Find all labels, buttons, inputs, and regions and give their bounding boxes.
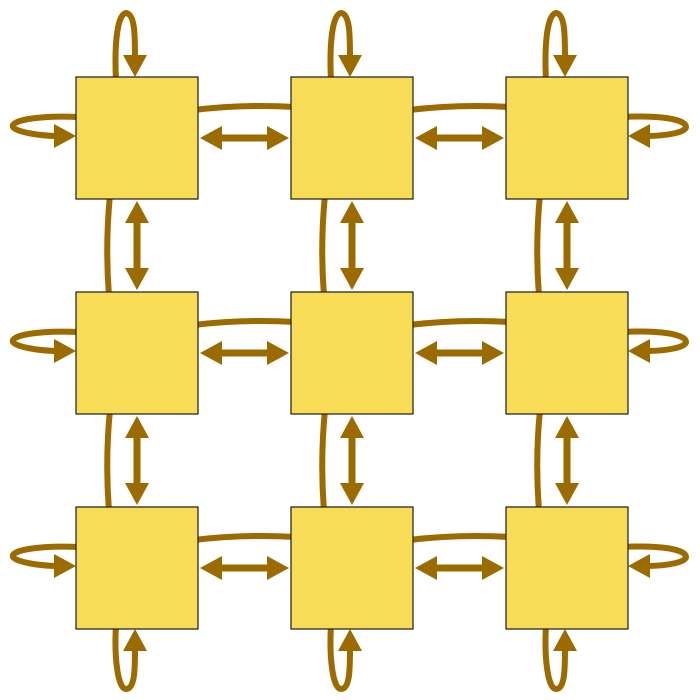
h-backline-r3-c2 xyxy=(406,533,513,543)
node-1-3 xyxy=(505,76,629,200)
left-wrap-arrowhead-r3 xyxy=(54,554,76,578)
h-backline-r2-c1 xyxy=(191,318,298,328)
h-arrowhead-right-r1-c1 xyxy=(267,126,289,150)
h-arrowhead-right-r3-c2 xyxy=(482,556,504,580)
h-arrowhead-left-r2-c2 xyxy=(415,341,437,365)
v-backline-r1-c2 xyxy=(319,192,328,299)
v-backline-r1-c3 xyxy=(534,192,543,299)
v-backline-r2-c2 xyxy=(319,407,328,514)
node-2-3 xyxy=(505,291,629,415)
right-wrap-loop-r2 xyxy=(621,328,689,354)
top-wrap-arrowhead-c1 xyxy=(123,55,147,77)
bottom-wrap-loop-c2 xyxy=(327,622,353,692)
left-wrap-loop-r2 xyxy=(9,328,83,354)
top-wrap-arrowhead-c2 xyxy=(338,55,362,77)
node-3-2 xyxy=(290,506,414,630)
v-arrowhead-down-r2-c1 xyxy=(125,483,149,505)
h-backline-r2-c2 xyxy=(406,318,513,328)
h-arrowhead-right-r2-c2 xyxy=(482,341,504,365)
v-arrowhead-down-r1-c1 xyxy=(125,268,149,290)
h-arrowhead-right-r1-c2 xyxy=(482,126,504,150)
right-wrap-arrowhead-r1 xyxy=(628,124,650,148)
v-arrowhead-up-r1-c2 xyxy=(340,201,364,223)
v-backline-r2-c1 xyxy=(104,407,113,514)
v-arrowhead-down-r2-c3 xyxy=(555,483,579,505)
left-wrap-arrowhead-r1 xyxy=(54,124,76,148)
top-wrap-loop-c2 xyxy=(327,10,353,84)
left-wrap-loop-r3 xyxy=(9,543,83,569)
h-backline-r1-c2 xyxy=(406,103,513,113)
node-3-1 xyxy=(75,506,199,630)
left-wrap-arrowhead-r2 xyxy=(54,339,76,363)
bottom-wrap-loop-c3 xyxy=(542,622,568,692)
node-1-1 xyxy=(75,76,199,200)
h-arrowhead-right-r3-c1 xyxy=(267,556,289,580)
h-backline-r3-c1 xyxy=(191,533,298,543)
v-arrowhead-up-r2-c1 xyxy=(125,416,149,438)
top-wrap-loop-c1 xyxy=(112,10,138,84)
v-backline-r1-c1 xyxy=(104,192,113,299)
v-backline-r2-c3 xyxy=(534,407,543,514)
v-arrowhead-down-r1-c2 xyxy=(340,268,364,290)
h-backline-r1-c1 xyxy=(191,103,298,113)
bottom-wrap-loop-c1 xyxy=(112,622,138,692)
right-wrap-loop-r3 xyxy=(621,543,689,569)
h-arrowhead-right-r2-c1 xyxy=(267,341,289,365)
nodes-layer xyxy=(75,76,629,630)
h-arrowhead-left-r1-c2 xyxy=(415,126,437,150)
arrows-layer xyxy=(54,55,650,651)
top-wrap-arrowhead-c3 xyxy=(553,55,577,77)
node-3-3 xyxy=(505,506,629,630)
v-arrowhead-down-r2-c2 xyxy=(340,483,364,505)
v-arrowhead-up-r2-c3 xyxy=(555,416,579,438)
bottom-wrap-arrowhead-c3 xyxy=(553,629,577,651)
v-arrowhead-up-r2-c2 xyxy=(340,416,364,438)
h-arrowhead-left-r3-c1 xyxy=(200,556,222,580)
node-1-2 xyxy=(290,76,414,200)
right-wrap-arrowhead-r2 xyxy=(628,339,650,363)
bottom-wrap-arrowhead-c2 xyxy=(338,629,362,651)
right-wrap-arrowhead-r3 xyxy=(628,554,650,578)
v-arrowhead-up-r1-c1 xyxy=(125,201,149,223)
v-arrowhead-down-r1-c3 xyxy=(555,268,579,290)
h-arrowhead-left-r1-c1 xyxy=(200,126,222,150)
h-arrowhead-left-r2-c1 xyxy=(200,341,222,365)
top-wrap-loop-c3 xyxy=(542,10,568,84)
bottom-wrap-arrowhead-c1 xyxy=(123,629,147,651)
left-wrap-loop-r1 xyxy=(9,113,83,139)
right-wrap-loop-r1 xyxy=(621,113,689,139)
node-2-1 xyxy=(75,291,199,415)
links-layer xyxy=(9,10,689,692)
v-arrowhead-up-r1-c3 xyxy=(555,201,579,223)
h-arrowhead-left-r3-c2 xyxy=(415,556,437,580)
node-2-2 xyxy=(290,291,414,415)
